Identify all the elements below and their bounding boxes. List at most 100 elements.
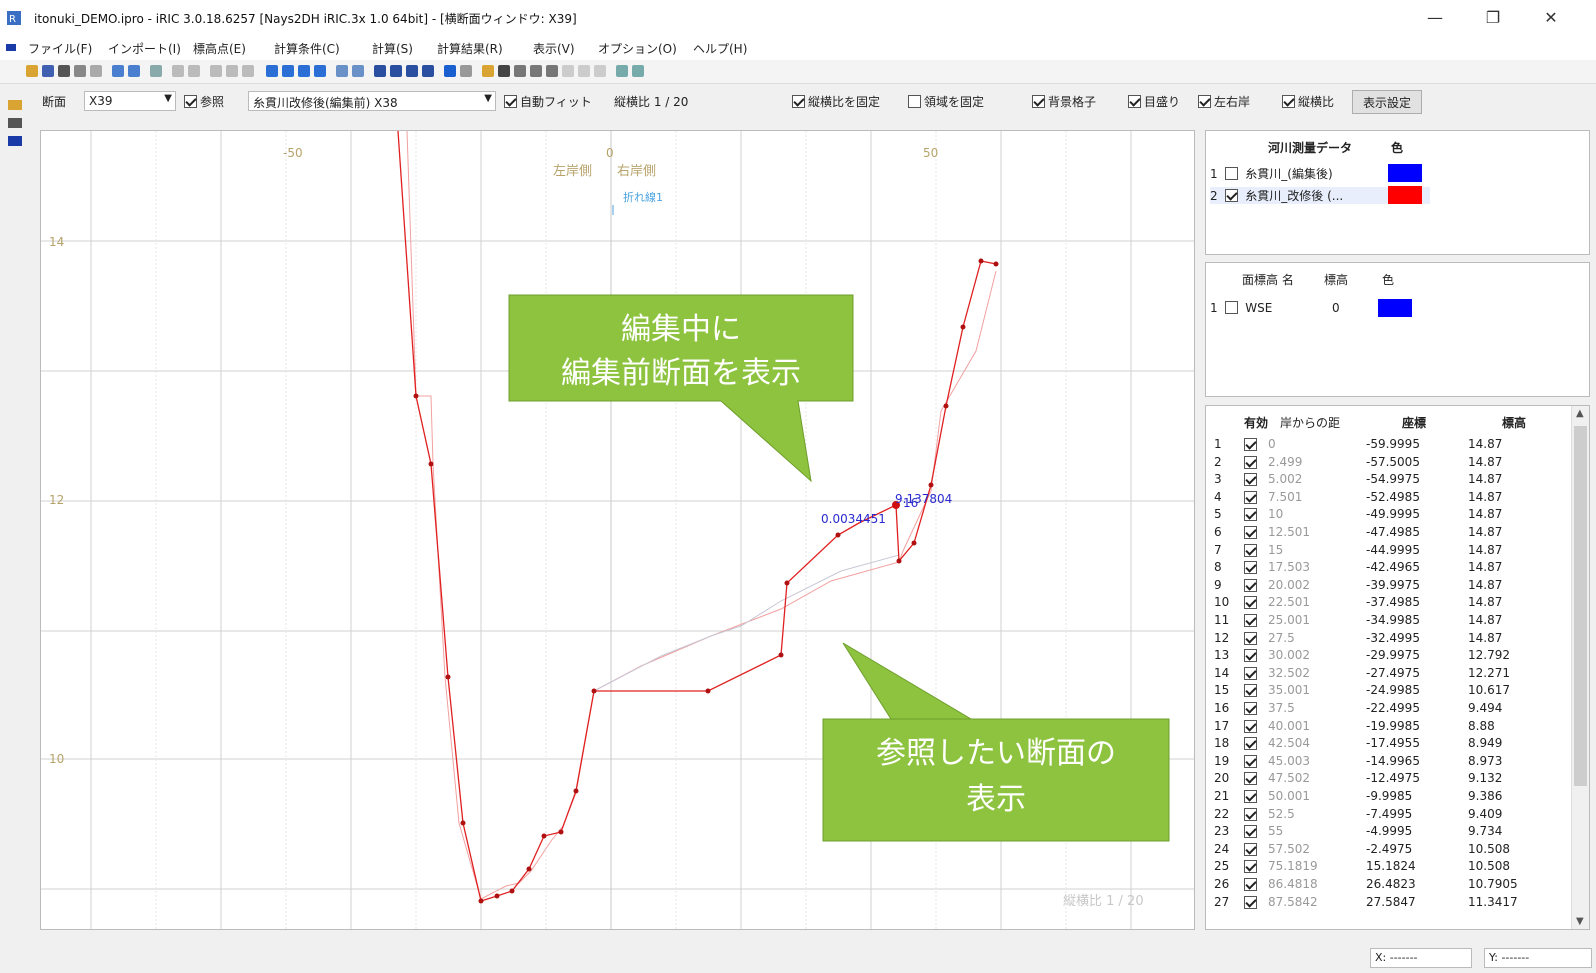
grid-toggle[interactable]: 背景格子 [1032, 93, 1096, 110]
row-valid-checkbox[interactable] [1244, 438, 1257, 451]
tool-f-icon[interactable] [594, 65, 606, 77]
section-point[interactable] [413, 393, 419, 399]
section-point[interactable] [509, 888, 515, 894]
color-swatch[interactable] [1388, 164, 1422, 182]
section-point[interactable] [896, 558, 902, 564]
open-file-icon[interactable] [42, 65, 54, 77]
restore-button[interactable]: ❐ [1485, 8, 1501, 27]
row-valid-checkbox[interactable] [1244, 490, 1257, 504]
aspect-display-toggle[interactable]: 縦横比 [1282, 93, 1334, 110]
undo-icon[interactable] [112, 65, 124, 77]
section-point[interactable] [558, 829, 564, 835]
row-valid-checkbox[interactable] [1244, 578, 1257, 592]
tool-d-icon[interactable] [562, 65, 574, 77]
row-valid-checkbox[interactable] [1244, 719, 1257, 733]
window-icon[interactable] [8, 136, 22, 146]
section-point[interactable] [705, 688, 711, 694]
table-row[interactable]: 13 30.002 -29.9975 12.792 [1206, 647, 1568, 665]
property-icon[interactable] [8, 118, 22, 128]
section-point[interactable] [445, 674, 451, 680]
row-valid-checkbox[interactable] [1244, 526, 1257, 539]
tool-e-icon[interactable] [578, 65, 590, 77]
row-valid-checkbox[interactable] [1244, 878, 1257, 891]
menu-calc-conditions[interactable]: 計算条件(C) [274, 42, 340, 56]
selected-point[interactable] [892, 501, 900, 509]
row-valid-checkbox[interactable] [1244, 543, 1257, 557]
new-file-icon[interactable] [26, 65, 38, 77]
row-valid-checkbox[interactable] [1244, 807, 1257, 821]
row-valid-checkbox[interactable] [1244, 684, 1257, 698]
run-icon[interactable] [444, 65, 456, 77]
edit-icon[interactable] [172, 65, 184, 77]
section-point[interactable] [526, 866, 532, 872]
color-swatch[interactable] [1378, 299, 1412, 317]
table-row[interactable]: 1 0 -59.9995 14.87 [1206, 436, 1568, 454]
tool-b-icon[interactable] [226, 65, 238, 77]
section-point[interactable] [911, 540, 917, 546]
table-row[interactable]: 15 35.001 -24.9985 10.617 [1206, 682, 1568, 700]
redo-icon[interactable] [128, 65, 140, 77]
table-row[interactable]: 22 52.5 -7.4995 9.409 [1206, 806, 1568, 824]
section-point[interactable] [943, 403, 949, 409]
table-row[interactable]: 20 47.502 -12.4975 9.132 [1206, 770, 1568, 788]
row-checkbox[interactable] [1225, 167, 1239, 180]
table-row[interactable]: 2 2.499 -57.5005 14.87 [1206, 454, 1568, 472]
menu-elevation-points[interactable]: 標高点(E) [193, 42, 246, 56]
scroll-down-icon[interactable]: ▼ [1576, 916, 1584, 927]
settings-icon[interactable] [90, 65, 102, 77]
section-point[interactable] [478, 898, 484, 904]
fix-aspect-toggle[interactable]: 縦横比を固定 [792, 93, 880, 110]
table-row[interactable]: 23 55 -4.9995 9.734 [1206, 823, 1568, 841]
edit2-icon[interactable] [188, 65, 200, 77]
tool-a-icon[interactable] [210, 65, 222, 77]
grid-checkbox[interactable] [1032, 95, 1045, 108]
menu-options[interactable]: オプション(O) [598, 42, 677, 56]
row-valid-checkbox[interactable] [1244, 842, 1257, 856]
arrow-up-icon[interactable] [298, 65, 310, 77]
table-row[interactable]: 12 27.5 -32.4995 14.87 [1206, 630, 1568, 648]
row-valid-checkbox[interactable] [1244, 754, 1257, 768]
section-point[interactable] [591, 688, 597, 694]
table-row[interactable]: 18 42.504 -17.4955 8.949 [1206, 735, 1568, 753]
chart3-icon[interactable] [546, 65, 558, 77]
table-row[interactable]: 7 15 -44.9995 14.87 [1206, 542, 1568, 560]
menu-view[interactable]: 表示(V) [533, 42, 575, 56]
menu-calc-results[interactable]: 計算結果(R) [437, 42, 503, 56]
section-select[interactable]: X39 ▼ [84, 91, 176, 111]
expand-v-icon[interactable] [406, 65, 418, 77]
select-icon[interactable] [150, 65, 162, 77]
section-point[interactable] [494, 893, 500, 899]
river-row[interactable]: 1 糸貫川_(編集後) [1210, 165, 1333, 182]
row-valid-checkbox[interactable] [1244, 702, 1257, 715]
fix-aspect-checkbox[interactable] [792, 95, 805, 108]
table-row[interactable]: 9 20.002 -39.9975 14.87 [1206, 577, 1568, 595]
autofit-checkbox[interactable] [504, 95, 517, 108]
shrink-v-icon[interactable] [422, 65, 434, 77]
grid-icon[interactable] [498, 65, 510, 77]
zoom-out-icon[interactable] [352, 65, 364, 77]
banks-checkbox[interactable] [1198, 95, 1211, 108]
table-row[interactable]: 26 86.4818 26.4823 10.7905 [1206, 876, 1568, 894]
row-valid-checkbox[interactable] [1244, 508, 1257, 522]
table-row[interactable]: 27 87.5842 27.5847 11.3417 [1206, 894, 1568, 912]
table-row[interactable]: 16 37.5 -22.4995 9.494 [1206, 700, 1568, 718]
table-row[interactable]: 10 22.501 -37.4985 14.87 [1206, 594, 1568, 612]
menu-help[interactable]: ヘルプ(H) [693, 42, 748, 56]
table-row[interactable]: 5 10 -49.9995 14.87 [1206, 506, 1568, 524]
shrink-h-icon[interactable] [390, 65, 402, 77]
section-point[interactable] [573, 788, 579, 794]
table-row[interactable]: 11 25.001 -34.9985 14.87 [1206, 612, 1568, 630]
row-valid-checkbox[interactable] [1244, 649, 1257, 663]
row-valid-checkbox[interactable] [1244, 895, 1257, 909]
ticks-toggle[interactable]: 目盛り [1128, 93, 1180, 110]
ticks-checkbox[interactable] [1128, 95, 1141, 108]
tool-g-icon[interactable] [616, 65, 628, 77]
menu-import[interactable]: インポート(I) [108, 42, 181, 56]
row-valid-checkbox[interactable] [1244, 561, 1257, 575]
row-valid-checkbox[interactable] [1244, 631, 1257, 645]
reference-checkbox[interactable] [184, 95, 197, 108]
menu-file[interactable]: ファイル(F) [28, 42, 93, 56]
reference-toggle[interactable]: 参照 [184, 93, 224, 110]
arrow-right-icon[interactable] [282, 65, 294, 77]
table-row[interactable]: 21 50.001 -9.9985 9.386 [1206, 788, 1568, 806]
